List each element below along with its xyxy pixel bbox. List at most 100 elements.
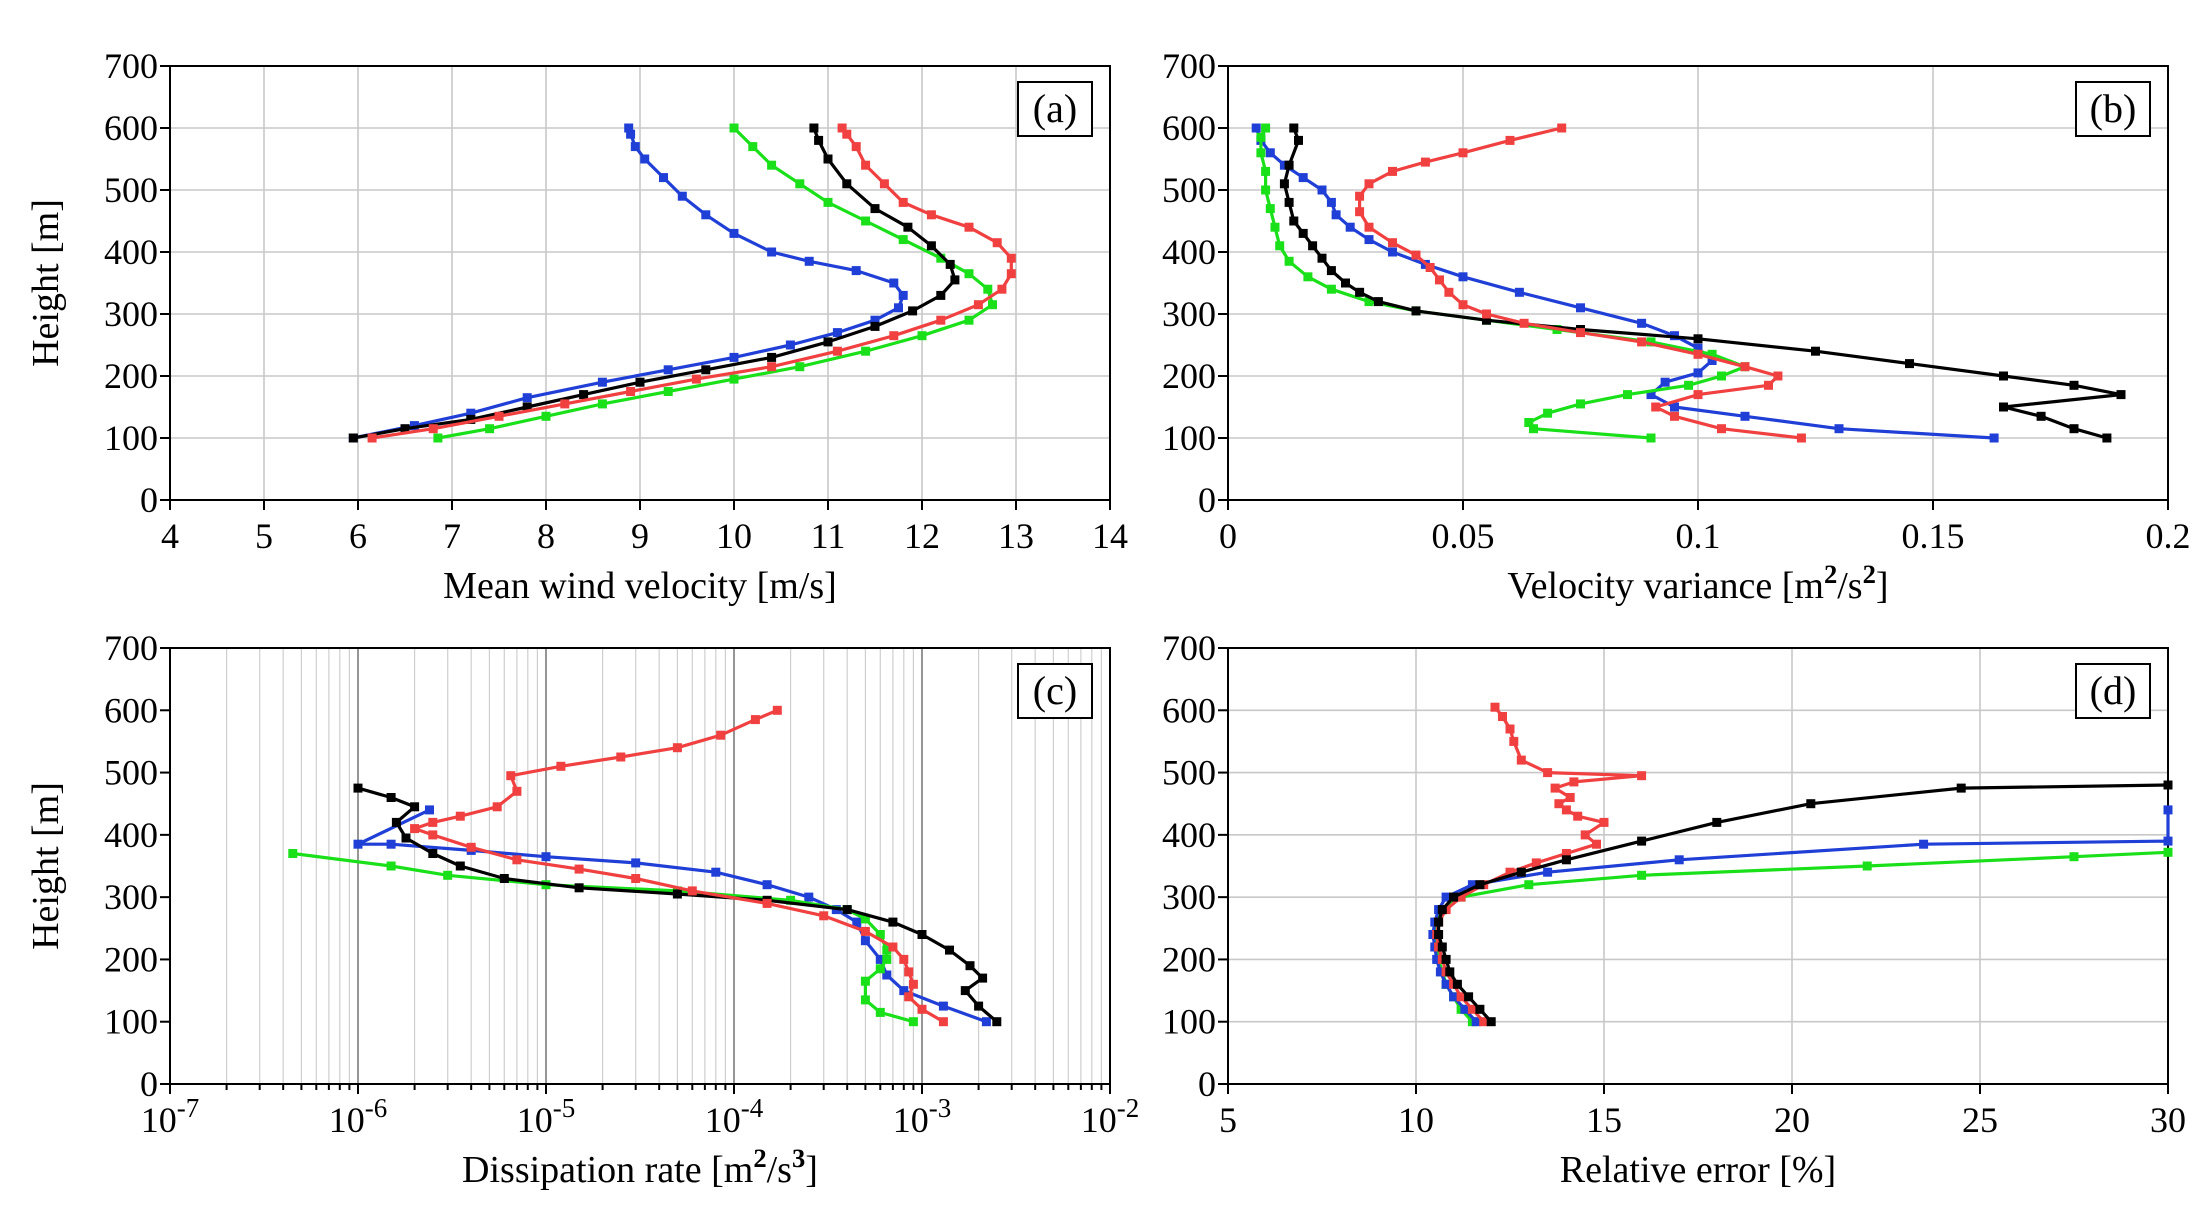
data-point-red [410, 824, 420, 834]
data-point-blue [353, 839, 363, 849]
data-point-blue [1919, 839, 1929, 849]
y-tick-label: 400 [1162, 232, 1216, 272]
x-tick-label: 10 [1398, 1100, 1434, 1140]
data-point-black [903, 222, 913, 232]
series-line-red [1357, 126, 1804, 440]
data-point-green [1326, 284, 1336, 294]
y-tick-label: 300 [104, 877, 158, 917]
data-point-red [1435, 275, 1444, 285]
x-tick-label: 10-5 [517, 1093, 576, 1140]
data-point-green [1256, 132, 1266, 142]
x-tick-label: 7 [443, 516, 461, 556]
data-point-red [1482, 309, 1491, 319]
panel-tag-box [1017, 81, 1093, 137]
data-point-black [2069, 380, 2079, 390]
data-point-black [1452, 979, 1462, 989]
data-point-blue [889, 278, 899, 288]
data-point-red [1498, 712, 1507, 721]
data-point-red [1456, 892, 1466, 902]
data-point-red [574, 864, 584, 874]
data-point-black [1437, 942, 1447, 952]
data-point-black [1289, 123, 1299, 133]
y-tick-label: 200 [1162, 939, 1216, 979]
data-point-red [1006, 253, 1016, 263]
data-point-black [950, 275, 960, 285]
data-point-red [1479, 1017, 1489, 1027]
x-ticks-c: 10-7 10-6 10-5 10-4 10-3 10-2 [141, 1084, 1139, 1140]
data-point-black [1341, 278, 1350, 288]
data-point-blue [1298, 173, 1308, 183]
data-point-red [851, 142, 861, 152]
data-point-blue [1740, 411, 1750, 421]
data-point-blue [1441, 979, 1451, 989]
series-line-green [1433, 850, 2170, 1024]
x-tick-label: 0 [1219, 516, 1237, 556]
data-point-blue [894, 303, 903, 313]
panel-tag-a: (a) [1017, 81, 1093, 137]
data-point-blue [852, 917, 862, 927]
data-point-red [1505, 724, 1515, 734]
x-ticks-b: 0 0.05 0.1 0.15 0.2 [1219, 500, 2191, 556]
data-point-black [428, 849, 438, 858]
data-point-red [1388, 166, 1397, 176]
data-point-red [560, 399, 570, 409]
data-point-red [899, 954, 909, 964]
panel-tag-c: (c) [1017, 663, 1093, 719]
data-point-red [1561, 805, 1571, 815]
data-point-green [964, 315, 974, 325]
data-point-green [983, 284, 993, 294]
data-point-green [1637, 870, 1647, 880]
data-point-red [466, 842, 476, 852]
data-point-black [386, 793, 396, 802]
data-point-red [1557, 123, 1567, 133]
y-tick-label: 500 [104, 753, 158, 793]
data-point-blue [1576, 303, 1585, 313]
data-point-red [1505, 135, 1515, 145]
data-point-blue [2163, 836, 2173, 846]
data-point-green [1707, 349, 1717, 359]
data-point-green [1646, 337, 1656, 347]
data-point-black [1486, 1017, 1496, 1027]
data-point-red [687, 886, 697, 896]
y-tick-label: 0 [1198, 1064, 1216, 1104]
data-point-red [1420, 157, 1430, 167]
data-point-blue [938, 1001, 948, 1011]
y-axis-label-a: Height [m] [25, 199, 67, 367]
data-point-blue [1674, 855, 1684, 865]
data-point-green [1261, 185, 1271, 195]
grid-b [1227, 65, 2169, 501]
data-point-red [455, 811, 465, 821]
y-tick-label: 600 [1162, 108, 1216, 148]
x-tick-label: 10-3 [893, 1093, 952, 1140]
panel-c: 10-7 10-6 10-5 10-4 10-3 10-2 0 100 200 300 400 500… [25, 628, 1139, 1191]
y-tick-label: 700 [1162, 46, 1216, 86]
data-point-red [512, 855, 522, 865]
data-point-blue [2163, 805, 2173, 815]
data-point-blue [541, 852, 551, 862]
data-point-black [814, 135, 824, 145]
data-point-black [701, 365, 711, 375]
data-point-black [945, 259, 955, 269]
data-point-blue [1693, 368, 1703, 378]
data-point-red [917, 1004, 927, 1014]
data-point-blue [832, 328, 842, 338]
data-point-black [1999, 371, 2008, 381]
series-line-black [1436, 783, 2170, 1024]
data-point-red [1505, 867, 1515, 877]
data-point-red [879, 179, 889, 189]
data-point-black [842, 179, 852, 189]
y-tick-label: 400 [104, 815, 158, 855]
data-point-red [837, 123, 847, 133]
data-point-blue [1251, 123, 1261, 133]
x-tick-label: 8 [537, 516, 555, 556]
x-tick-label: 6 [349, 516, 367, 556]
data-point-blue [1834, 424, 1844, 434]
data-point-black [391, 817, 401, 827]
series-line-blue [1431, 808, 2170, 1024]
data-point-blue [804, 256, 814, 266]
data-point-blue [762, 880, 772, 890]
panel-d: 5 10 15 20 25 300100200300400500600700Relativ… [1162, 628, 2186, 1191]
data-point-black [353, 783, 363, 793]
y-tick-label: 0 [140, 1064, 158, 1104]
data-point-green [875, 1007, 885, 1017]
